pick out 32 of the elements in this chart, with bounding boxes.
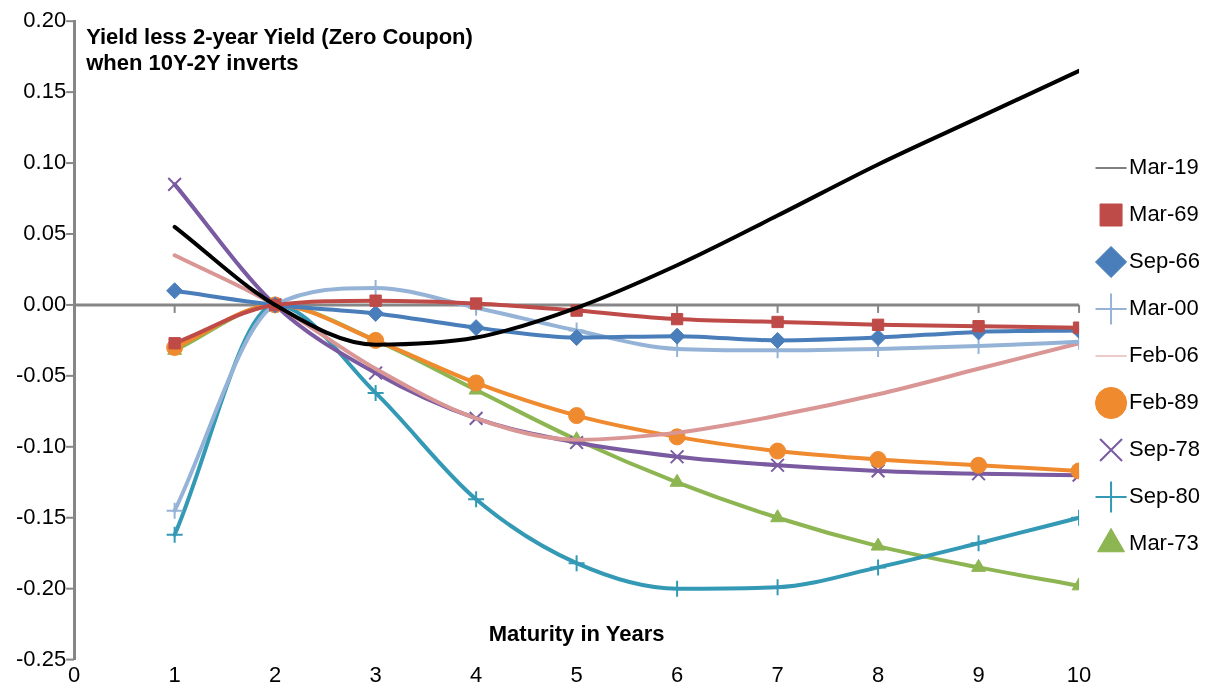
x-tick-label: 1 (168, 661, 181, 687)
x-tick-label: 9 (972, 661, 985, 687)
legend-label: Sep-66 (1129, 248, 1201, 274)
text: Yield less 2-year Yield (Zero Coupon) when 10Y-2Y inverts (85, 24, 473, 76)
y-tick-label: -0.10 (15, 432, 67, 458)
legend-label: Mar-00 (1129, 295, 1199, 321)
x-tick-label: 10 (1066, 661, 1092, 687)
y-tick-label: 0.05 (23, 220, 67, 246)
x-tick-label: 8 (871, 661, 885, 687)
y-tick-label: 0.00 (23, 291, 67, 316)
legend-label: Mar-19 (1129, 154, 1199, 180)
y-tick-label: -0.05 (15, 361, 67, 387)
legend-label: Feb-89 (1129, 389, 1199, 415)
y-tick-label: -0.20 (15, 574, 67, 600)
y-tick-label: 0.10 (23, 149, 67, 175)
x-tick-label: 0 (68, 661, 81, 687)
x-tick-label: 3 (369, 661, 382, 687)
y-tick-label: -0.25 (15, 645, 67, 671)
legend-label: Mar-73 (1129, 530, 1199, 556)
legend-label: Sep-78 (1129, 436, 1201, 462)
legend-label: Mar-69 (1129, 201, 1199, 227)
legend-label: Sep-80 (1129, 483, 1201, 509)
y-tick-label: 0.15 (23, 78, 67, 104)
x-axis-title: Maturity in Years (488, 620, 665, 646)
y-tick-label: 0.20 (23, 7, 67, 33)
x-tick-label: 4 (469, 661, 483, 687)
legend-label: Feb-06 (1129, 342, 1199, 368)
x-tick-label: 6 (670, 661, 684, 687)
x-tick-label: 5 (570, 661, 583, 687)
y-tick-label: -0.15 (15, 503, 67, 529)
x-tick-label: 7 (771, 661, 784, 687)
x-tick-label: 2 (269, 661, 282, 687)
